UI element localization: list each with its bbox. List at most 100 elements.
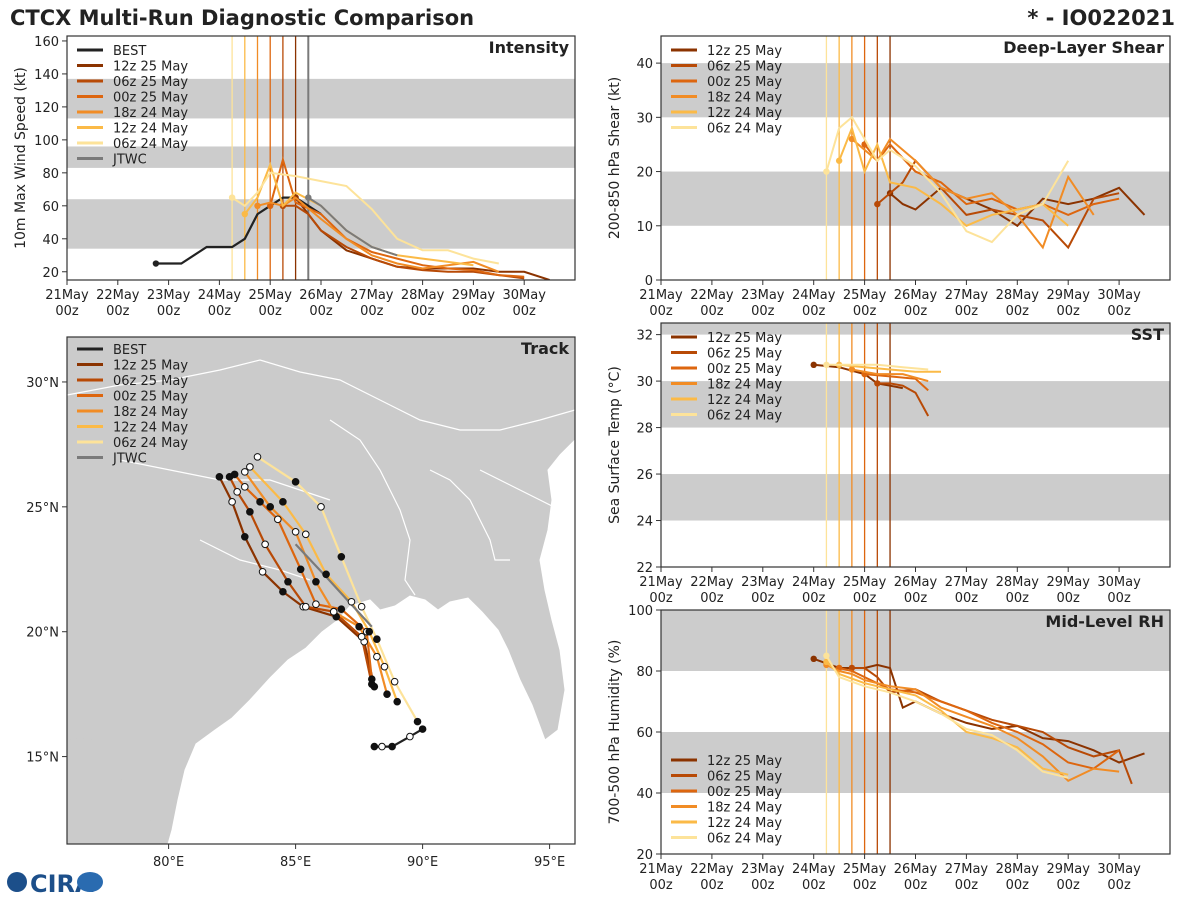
track-position-marker bbox=[406, 732, 414, 741]
intensity-shaded-band bbox=[67, 199, 575, 249]
sst-xtick-label-hour: 00z bbox=[904, 591, 928, 606]
shear-legend-label: 18z 24 May bbox=[707, 91, 782, 106]
track-position-marker bbox=[312, 600, 320, 609]
track-position-marker bbox=[390, 677, 399, 686]
intensity-ytick-label: 80 bbox=[42, 167, 59, 182]
shear-xtick-label-hour: 00z bbox=[955, 304, 979, 319]
globe-icon bbox=[7, 872, 27, 892]
rh-xtick-label-date: 23May bbox=[741, 862, 785, 877]
intensity-series-start-marker bbox=[228, 194, 236, 201]
track-position-marker bbox=[291, 478, 300, 486]
sst-series-start-marker bbox=[823, 361, 830, 369]
rh-ytick-label: 100 bbox=[628, 604, 653, 619]
intensity-xtick-label-hour: 00z bbox=[309, 304, 333, 319]
intensity-ytick-label: 100 bbox=[34, 134, 59, 149]
shear-xtick-label-hour: 00z bbox=[751, 304, 775, 319]
rh-ytick-label: 40 bbox=[636, 787, 653, 802]
cira-logo: CIRA bbox=[7, 870, 103, 898]
track-position-marker bbox=[365, 627, 374, 636]
sst-xtick-label-hour: 00z bbox=[751, 591, 775, 606]
track-position-marker bbox=[291, 528, 300, 536]
shear-xtick-label-hour: 00z bbox=[802, 304, 826, 319]
intensity-panel-title: Intensity bbox=[489, 38, 570, 57]
sst-shaded-band bbox=[661, 474, 1170, 521]
sst-legend-label: 00z 25 May bbox=[707, 362, 782, 377]
shear-xtick-label-hour: 00z bbox=[904, 304, 928, 319]
rh-xtick-label-date: 22May bbox=[690, 862, 734, 877]
intensity-xtick-label-hour: 00z bbox=[462, 304, 486, 319]
rh-legend-label: 06z 24 May bbox=[707, 832, 782, 847]
track-legend-label: 06z 24 May bbox=[113, 436, 188, 451]
track-position-marker bbox=[233, 488, 241, 496]
track-ytick-label: 25°N bbox=[26, 501, 59, 516]
intensity-legend-label: 06z 25 May bbox=[113, 75, 188, 90]
rh-xtick-label-date: 27May bbox=[945, 862, 989, 877]
intensity-ylabel: 10m Max Wind Speed (kt) bbox=[13, 67, 29, 249]
sst-series-00z-25-may bbox=[864, 373, 929, 392]
shear-panel-title: Deep-Layer Shear bbox=[1003, 38, 1164, 57]
sst-xtick-label-date: 27May bbox=[945, 575, 989, 590]
sst-ylabel: Sea Surface Temp (°C) bbox=[607, 366, 623, 524]
shear-series-00z-25-may bbox=[863, 142, 1120, 216]
track-position-marker bbox=[230, 470, 239, 479]
track-legend-label: JTWC bbox=[112, 452, 147, 467]
track-position-marker bbox=[301, 602, 310, 611]
sst-ytick-label: 24 bbox=[636, 515, 653, 530]
rh-panel-title: Mid-Level RH bbox=[1045, 612, 1164, 631]
intensity-ytick-label: 60 bbox=[42, 200, 59, 215]
intensity-xtick-label-hour: 00z bbox=[106, 304, 130, 319]
shear-xtick-label-date: 30May bbox=[1097, 288, 1141, 303]
intensity-legend-label: 12z 25 May bbox=[113, 60, 188, 75]
intensity-ytick-label: 160 bbox=[34, 35, 59, 50]
track-position-marker bbox=[312, 577, 320, 586]
rh-xtick-label-date: 25May bbox=[843, 862, 887, 877]
track-position-marker bbox=[256, 498, 264, 506]
shear-xtick-label-hour: 00z bbox=[649, 304, 673, 319]
rh-xtick-label-hour: 00z bbox=[1006, 878, 1030, 893]
sst-series-18z-24-may bbox=[851, 368, 929, 383]
sst-legend-label: 18z 24 May bbox=[707, 378, 782, 393]
shear-xtick-label-date: 25May bbox=[843, 288, 887, 303]
intensity-legend-label: JTWC bbox=[112, 153, 147, 168]
intensity-xtick-label-hour: 00z bbox=[157, 304, 181, 319]
sst-ytick-label: 22 bbox=[636, 561, 653, 576]
sst-xtick-label-date: 24May bbox=[792, 575, 836, 590]
track-position-marker bbox=[261, 540, 269, 549]
intensity-xtick-label-date: 29May bbox=[452, 288, 496, 303]
sst-ytick-label: 26 bbox=[636, 468, 653, 483]
shear-ytick-label: 20 bbox=[636, 166, 653, 181]
rh-ylabel: 700-500 hPa Humidity (%) bbox=[607, 640, 623, 825]
sst-shaded-band bbox=[661, 323, 1170, 335]
track-legend-label: 00z 25 May bbox=[113, 390, 188, 405]
intensity-ytick-label: 120 bbox=[34, 101, 59, 116]
intensity-xtick-label-date: 25May bbox=[248, 288, 292, 303]
track-position-marker bbox=[301, 530, 310, 539]
rh-xtick-label-hour: 00z bbox=[853, 878, 877, 893]
sst-xtick-label-hour: 00z bbox=[700, 591, 724, 606]
sst-xtick-label-date: 23May bbox=[741, 575, 785, 590]
track-position-marker bbox=[380, 662, 389, 671]
sst-xtick-label-date: 22May bbox=[690, 575, 734, 590]
intensity-xtick-label-hour: 00z bbox=[360, 304, 384, 319]
sst-xtick-label-date: 28May bbox=[996, 575, 1040, 590]
track-position-marker bbox=[296, 565, 305, 574]
track-position-marker bbox=[246, 508, 254, 516]
track-xtick-label: 80°E bbox=[153, 855, 184, 870]
track-position-marker bbox=[357, 632, 366, 641]
track-position-marker bbox=[253, 453, 262, 461]
shear-legend-label: 00z 25 May bbox=[707, 75, 782, 90]
intensity-xtick-label-date: 23May bbox=[147, 288, 191, 303]
rh-legend-label: 18z 24 May bbox=[707, 801, 782, 816]
shear-xtick-label-hour: 00z bbox=[1107, 304, 1131, 319]
track-position-marker bbox=[228, 498, 236, 506]
intensity-xtick-label-hour: 00z bbox=[411, 304, 435, 319]
track-position-marker bbox=[373, 635, 381, 644]
intensity-series-start-marker bbox=[254, 202, 261, 210]
rh-xtick-label-date: 24May bbox=[792, 862, 836, 877]
shear-xtick-label-hour: 00z bbox=[1057, 304, 1081, 319]
track-position-marker bbox=[329, 607, 338, 616]
shear-legend-label: 06z 24 May bbox=[707, 122, 782, 137]
sst-xtick-label-date: 26May bbox=[894, 575, 938, 590]
sst-xtick-label-hour: 00z bbox=[802, 591, 826, 606]
track-position-marker bbox=[370, 742, 379, 751]
